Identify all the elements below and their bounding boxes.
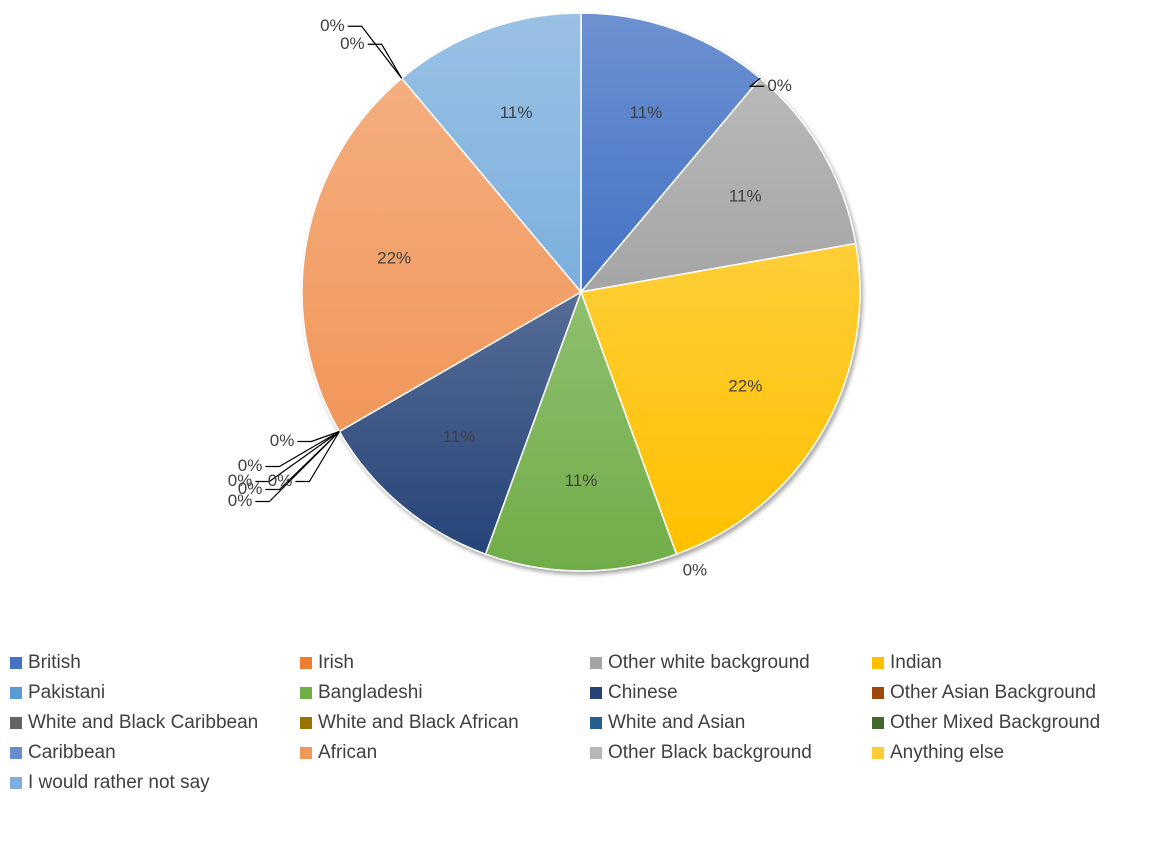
legend-label: Other white background [608,652,810,673]
pie-slice-i-would-rather-not-say [400,12,582,295]
leader-line-anything-else [367,43,403,79]
pie-slice-british [580,12,762,295]
data-label-anything-else: 0% [340,34,365,53]
legend-item-african: African [300,738,377,768]
legend-item-white-and-black-african: White and Black African [300,708,519,738]
data-label-african: 22% [377,249,411,268]
legend-item-chinese: Chinese [590,678,678,708]
legend-label: I would rather not say [28,772,210,793]
legend-item-pakistani: Pakistani [10,678,105,708]
legend-swatch [300,747,312,759]
data-label-caribbean: 0% [270,431,295,450]
data-label-other-white-background: 11% [729,187,762,206]
pie-slice-indian [579,242,861,556]
legend-label: White and Black African [318,712,519,733]
legend-label: Other Mixed Background [890,712,1101,733]
legend-item-irish: Irish [300,648,354,678]
legend-item-other-mixed-background: Other Mixed Background [872,708,1100,738]
data-label-indian: 22% [728,376,762,395]
legend-item-indian: Indian [872,648,942,678]
legend-swatch [10,657,22,669]
leader-line-white-and-asian [255,431,340,503]
data-label-british: 11% [630,103,663,122]
leader-line-caribbean [297,430,340,443]
legend-swatch [590,717,602,729]
legend-label: British [28,652,81,673]
legend-item-white-and-asian: White and Asian [590,708,745,738]
leader-line-other-black-background [347,25,403,79]
pie-chart: 11%0%11%22%0%11%11%0%0%0%0%0%0%22%0%0%11… [228,12,861,580]
data-label-chinese: 11% [443,427,476,446]
legend-swatch [872,657,884,669]
pie-slice-chinese [338,290,583,556]
legend-item-anything-else: Anything else [872,738,1004,768]
leader-line-irish [748,77,765,87]
legend-label: Bangladeshi [318,682,423,703]
data-label-bangladeshi: 11% [565,471,598,490]
legend-swatch [10,777,22,789]
pie-slice-african [301,77,583,433]
legend-swatch [300,717,312,729]
leader-line-other-asian-background [295,431,340,483]
data-label-other-black-background: 0% [320,16,345,35]
legend-swatch [872,687,884,699]
data-label-white-and-black-caribbean: 0% [228,471,253,490]
legend-swatch [590,687,602,699]
legend-swatch [872,747,884,759]
data-label-white-and-asian: 0% [228,491,253,510]
legend-label: Anything else [890,742,1005,763]
legend-item-caribbean: Caribbean [10,738,116,768]
legend-swatch [872,717,884,729]
legend-swatch [10,717,22,729]
legend-swatch [300,657,312,669]
legend-label: Other Asian Background [890,682,1096,703]
legend-item-i-would-rather-not-say: I would rather not say [10,768,210,798]
data-label-pakistani: 0% [683,561,708,580]
leader-line-white-and-black-caribbean [255,431,340,483]
legend-label: White and Black Caribbean [28,712,259,733]
data-label-irish: 0% [767,76,792,95]
legend-item-other-white-background: Other white background [590,648,810,678]
legend-swatch [10,747,22,759]
legend-label: Irish [318,652,354,673]
legend-item-bangladeshi: Bangladeshi [300,678,423,708]
data-label-other-mixed-background: 0% [238,456,263,475]
legend-item-other-black-background: Other Black background [590,738,812,768]
legend-label: Other Black background [608,742,812,763]
legend-swatch [590,747,602,759]
legend-item-british: British [10,648,81,678]
legend-swatch [590,657,602,669]
legend-swatch [300,687,312,699]
legend-item-other-asian-background: Other Asian Background [872,678,1096,708]
data-label-white-and-black-african: 0% [238,479,263,498]
data-label-i-would-rather-not-say: 11% [500,103,533,122]
data-label-other-asian-background: 0% [268,471,293,490]
legend-label: White and Asian [608,712,746,733]
pie-slice-bangladeshi [484,289,678,572]
legend-item-white-and-black-caribbean: White and Black Caribbean [10,708,258,738]
pie-slice-other-white-background [579,77,857,294]
legend-swatch [10,687,22,699]
legend-label: Indian [890,652,942,673]
legend-label: African [318,742,378,763]
legend-label: Pakistani [28,682,106,703]
leader-line-other-mixed-background [265,430,340,468]
legend-label: Chinese [608,682,678,703]
legend-label: Caribbean [28,742,116,763]
